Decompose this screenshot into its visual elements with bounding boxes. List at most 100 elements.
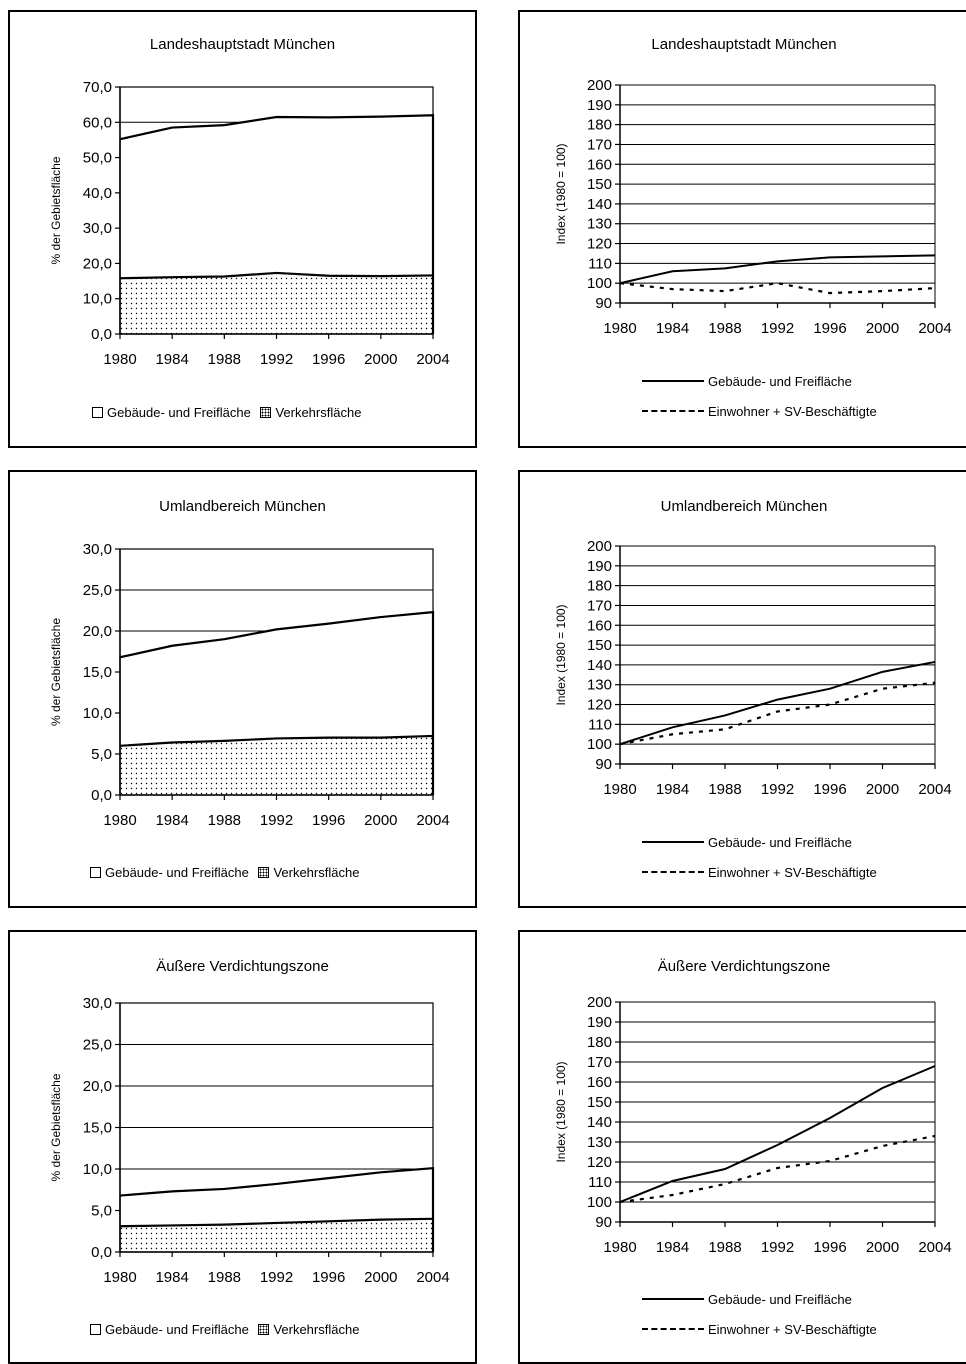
legend-label: Einwohner + SV-Beschäftigte bbox=[708, 1321, 877, 1337]
x-tick-label: 2000 bbox=[364, 1269, 397, 1286]
y-tick-label: 20,0 bbox=[83, 255, 112, 272]
y-tick-label: 160 bbox=[587, 1074, 612, 1091]
x-tick-label: 2004 bbox=[918, 781, 951, 798]
chart-panel-muenchen-area: Landeshauptstadt München 0,0 10,0 20,0 30,0… bbox=[8, 10, 477, 448]
legend-label: Gebäude- und Freifläche bbox=[708, 834, 852, 850]
x-tick-label: 2000 bbox=[866, 1239, 899, 1256]
y-tick-label: 0,0 bbox=[91, 1244, 112, 1261]
legend-item-einwohner: Einwohner + SV-Beschäftigte bbox=[642, 396, 877, 426]
legend-item-gebaeude: Gebäude- und Freifläche bbox=[92, 405, 251, 420]
y-tick-label: 140 bbox=[587, 657, 612, 674]
plot-frame bbox=[119, 548, 434, 796]
x-tick-label: 1984 bbox=[155, 1269, 188, 1286]
y-tick-label: 150 bbox=[587, 176, 612, 193]
y-tick-label: 120 bbox=[587, 1154, 612, 1171]
area-verkehr bbox=[120, 735, 433, 795]
chart-title: Äußere Verdichtungszone bbox=[156, 958, 329, 975]
y-tick-label: 90 bbox=[595, 1214, 612, 1231]
chart-svg: 0,0 5,0 10,0 15,0 20,0 25,0 30,0 1980 1984 1988 19… bbox=[49, 995, 450, 1286]
x-tick-label: 1992 bbox=[260, 1269, 293, 1286]
x-tick-label: 1992 bbox=[761, 320, 794, 337]
series-line-einwohner bbox=[619, 282, 936, 295]
legend-item-verkehr: Verkehrsfläche bbox=[260, 405, 361, 420]
legend-label: Verkehrsfläche bbox=[273, 865, 360, 880]
chart-svg: 0,0 10,0 20,0 30,0 40,0 50,0 60,0 70,0 1980 1984 1… bbox=[49, 79, 450, 368]
legend-item-gebaeude: Gebäude- und Freifläche bbox=[642, 827, 877, 857]
x-tick-label: 1988 bbox=[208, 1269, 241, 1286]
legend-label: Verkehrsfläche bbox=[273, 1322, 360, 1337]
y-tick-label: 30,0 bbox=[83, 541, 112, 558]
x-tick-label: 1996 bbox=[312, 812, 345, 829]
legend-swatch-solid bbox=[642, 841, 704, 843]
y-tick-label: 200 bbox=[587, 538, 612, 555]
legend-swatch-white bbox=[90, 1324, 101, 1335]
legend-item-gebaeude: Gebäude- und Freifläche bbox=[642, 1284, 877, 1314]
chart-title: Umlandbereich München bbox=[159, 498, 326, 515]
chart-panel-umland-index: Umlandbereich München 90 100 110 120 130 140 1… bbox=[518, 470, 966, 908]
chart-panel-aeussere-index: Äußere Verdichtungszone 90 100 110 120 130 14… bbox=[518, 930, 966, 1364]
y-tick-label: 140 bbox=[587, 1114, 612, 1131]
y-tick-label: 50,0 bbox=[83, 150, 112, 167]
x-tick-label: 2004 bbox=[416, 351, 449, 368]
legend-swatch-dashed bbox=[642, 871, 704, 873]
x-tick-label: 1984 bbox=[656, 1239, 689, 1256]
y-tick-label: 200 bbox=[587, 994, 612, 1011]
chart-svg: 90 100 110 120 130 140 150 160 170 180 190 200 1980 1… bbox=[554, 538, 952, 798]
legend-item-gebaeude: Gebäude- und Freifläche bbox=[90, 1322, 249, 1337]
x-tick-label: 1980 bbox=[603, 1239, 636, 1256]
plot-frame bbox=[119, 86, 434, 335]
chart-legend: Gebäude- und Freifläche Einwohner + SV-B… bbox=[642, 366, 877, 426]
y-tick-label: 5,0 bbox=[91, 746, 112, 763]
y-tick-label: 15,0 bbox=[83, 1120, 112, 1137]
chart-panel-aeussere-area: Äußere Verdichtungszone 0,0 5,0 10,0 15,0 20… bbox=[8, 930, 477, 1364]
series-line-gebaeude bbox=[119, 114, 435, 334]
chart-svg: 0,0 5,0 10,0 15,0 20,0 25,0 30,0 1980 1984 1988 19… bbox=[49, 541, 450, 829]
x-tick-label: 1980 bbox=[103, 351, 136, 368]
x-tick-label: 2000 bbox=[866, 320, 899, 337]
x-tick-label: 1996 bbox=[813, 781, 846, 798]
legend-swatch-dotted bbox=[258, 1324, 270, 1335]
y-tick-label: 130 bbox=[587, 1134, 612, 1151]
legend-label: Verkehrsfläche bbox=[275, 405, 362, 420]
x-tick-label: 1988 bbox=[708, 320, 741, 337]
y-tick-label: 10,0 bbox=[83, 291, 112, 308]
y-tick-label: 170 bbox=[587, 136, 612, 153]
legend-label: Gebäude- und Freifläche bbox=[105, 1322, 249, 1337]
chart-legend: Gebäude- und Freifläche Einwohner + SV-B… bbox=[642, 827, 877, 887]
y-axis-label: Index (1980 = 100) bbox=[554, 604, 568, 705]
series-line-gebaeude bbox=[619, 254, 936, 285]
series-line-verkehr bbox=[119, 1217, 434, 1228]
y-tick-label: 130 bbox=[587, 216, 612, 233]
x-tick-label: 2004 bbox=[918, 320, 951, 337]
y-axis-label: % der Gebietsfläche bbox=[49, 618, 63, 726]
legend-swatch-dashed bbox=[642, 1328, 704, 1330]
area-verkehr bbox=[120, 1218, 433, 1252]
series-line-gebaeude bbox=[619, 660, 936, 746]
legend-item-gebaeude: Gebäude- und Freifläche bbox=[642, 366, 877, 396]
legend-label: Einwohner + SV-Beschäftigte bbox=[708, 864, 877, 880]
y-tick-label: 180 bbox=[587, 1034, 612, 1051]
y-tick-label: 180 bbox=[587, 117, 612, 134]
y-tick-label: 100 bbox=[587, 736, 612, 753]
y-axis-label: % der Gebietsfläche bbox=[49, 156, 63, 264]
y-tick-label: 90 bbox=[595, 756, 612, 773]
x-tick-label: 1988 bbox=[208, 351, 241, 368]
x-tick-label: 1992 bbox=[761, 781, 794, 798]
y-axis-label: Index (1980 = 100) bbox=[554, 1061, 568, 1162]
chart-panel-muenchen-index: Landeshauptstadt München 90 100 110 120 130 1… bbox=[518, 10, 966, 448]
y-tick-label: 190 bbox=[587, 97, 612, 114]
x-tick-label: 1992 bbox=[260, 812, 293, 829]
y-tick-label: 120 bbox=[587, 697, 612, 714]
legend-swatch-dashed bbox=[642, 410, 704, 412]
y-tick-label: 110 bbox=[588, 255, 612, 272]
legend-label: Gebäude- und Freifläche bbox=[708, 373, 852, 389]
x-tick-label: 1988 bbox=[208, 812, 241, 829]
y-tick-label: 150 bbox=[587, 637, 612, 654]
x-tick-label: 1984 bbox=[656, 320, 689, 337]
y-tick-label: 20,0 bbox=[83, 1078, 112, 1095]
x-tick-label: 1980 bbox=[603, 320, 636, 337]
x-tick-label: 1996 bbox=[813, 1239, 846, 1256]
y-tick-label: 180 bbox=[587, 578, 612, 595]
y-tick-label: 0,0 bbox=[91, 787, 112, 804]
series-line-einwohner bbox=[619, 681, 936, 746]
